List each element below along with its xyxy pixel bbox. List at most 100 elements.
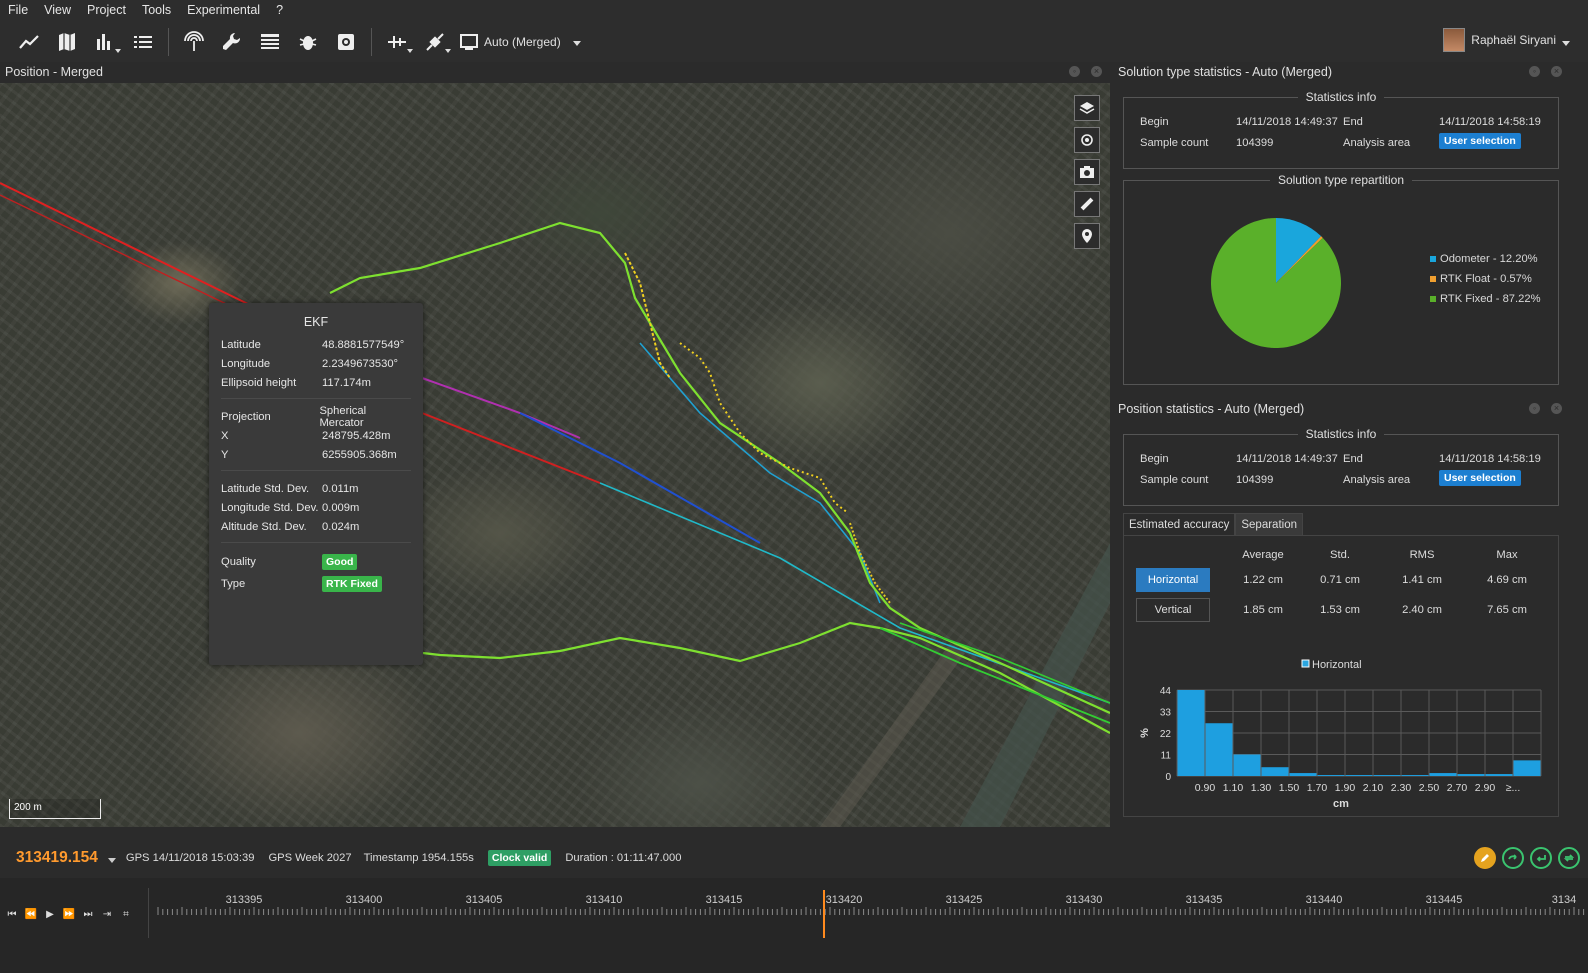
cell: 7.65 cm xyxy=(1487,604,1527,616)
label: Latitude Std. Dev. xyxy=(221,482,310,495)
x-tick-label: 1.90 xyxy=(1335,782,1356,794)
histogram-bar xyxy=(1429,773,1457,776)
play-icon[interactable]: ▶ xyxy=(46,908,54,920)
satellite-icon[interactable] xyxy=(416,25,454,59)
map-scale: 200 m xyxy=(9,799,101,819)
close-icon[interactable]: × xyxy=(1551,403,1562,414)
float-icon[interactable]: ◦ xyxy=(1069,66,1080,77)
y-tick-label: 22 xyxy=(1160,729,1172,740)
area-label: Analysis area xyxy=(1343,474,1411,486)
menu-bar: File View Project Tools Experimental ? xyxy=(0,0,1588,21)
timeline[interactable]: ⏮ ⏪ ▶ ⏩ ⏭ ⇥ ⌗ 313395 313400 313405 313410 31… xyxy=(0,878,1588,973)
menu-tools[interactable]: Tools xyxy=(141,3,172,17)
menu-experimental[interactable]: Experimental xyxy=(187,3,261,17)
ruler-icon[interactable] xyxy=(1074,191,1100,217)
map-view[interactable]: 200 m EKF Latitude 48.8881577549° Longitu… xyxy=(0,83,1110,827)
pin-icon[interactable] xyxy=(1074,223,1100,249)
playback-controls: ⏮ ⏪ ▶ ⏩ ⏭ ⇥ ⌗ xyxy=(4,906,134,922)
wrench-icon[interactable] xyxy=(213,25,251,59)
menu-project[interactable]: Project xyxy=(87,3,126,17)
quality-badge: Good xyxy=(322,554,358,570)
analysis-area-badge[interactable]: User selection xyxy=(1439,470,1521,486)
source-selector[interactable]: Auto (Merged) xyxy=(460,33,581,51)
bug-icon[interactable] xyxy=(289,25,327,59)
bar-chart-icon[interactable] xyxy=(86,25,124,59)
settings-icon[interactable] xyxy=(327,25,365,59)
tab-estimated-accuracy[interactable]: Estimated accuracy xyxy=(1123,513,1236,535)
begin-label: Begin xyxy=(1140,453,1169,465)
position-panel-header: Position statistics - Auto (Merged) ◦ × xyxy=(1113,399,1588,419)
vertical-button[interactable]: Vertical xyxy=(1136,598,1210,622)
y-axis-label: % xyxy=(1139,728,1151,738)
trajectory-layer xyxy=(0,182,1110,827)
solution-panel-header: Solution type statistics - Auto (Merged)… xyxy=(1113,62,1588,82)
histogram-bar xyxy=(1177,690,1205,776)
pencil-icon[interactable] xyxy=(1474,847,1496,869)
label: Longitude xyxy=(221,357,271,370)
skip-start-icon[interactable]: ⏮ xyxy=(7,908,17,920)
label: Quality xyxy=(221,556,256,568)
ekf-projection-group: Projection Spherical Mercator X 248795.428… xyxy=(221,405,411,471)
table-icon[interactable] xyxy=(251,25,289,59)
toolbar: Auto (Merged) xyxy=(0,21,1588,62)
menu-view[interactable]: View xyxy=(44,3,72,17)
skip-end-icon[interactable]: ⏭ xyxy=(83,908,93,920)
user-menu[interactable]: Raphaël Siryani xyxy=(1443,28,1570,52)
current-time[interactable]: 313419.154 xyxy=(16,849,98,866)
histogram-bar xyxy=(1485,774,1513,776)
close-icon[interactable]: × xyxy=(1091,66,1102,77)
solution-stats-info: Statistics info Begin 14/11/2018 14:49:3… xyxy=(1123,90,1559,169)
col-rms: RMS xyxy=(1409,549,1435,561)
ekf-y: 6255905.368m xyxy=(322,448,397,461)
solution-panel-title: Solution type statistics - Auto (Merged) xyxy=(1118,65,1332,79)
horizontal-button[interactable]: Horizontal xyxy=(1136,568,1210,592)
close-icon[interactable]: × xyxy=(1551,66,1562,77)
map-icon[interactable] xyxy=(48,25,86,59)
locate-icon[interactable] xyxy=(1074,127,1100,153)
align-icon[interactable] xyxy=(378,25,416,59)
tab-separation[interactable]: Separation xyxy=(1235,513,1303,535)
float-icon[interactable]: ◦ xyxy=(1529,66,1540,77)
layers-icon[interactable] xyxy=(1074,95,1100,121)
crop-icon[interactable]: ⌗ xyxy=(123,908,129,920)
analysis-area-badge[interactable]: User selection xyxy=(1439,133,1521,149)
row-vertical: Vertical xyxy=(1136,598,1210,622)
timeline-label: 3134 xyxy=(1552,894,1576,906)
chevron-down-icon[interactable] xyxy=(107,857,116,863)
cell: 1.22 cm xyxy=(1243,574,1283,586)
forward-icon[interactable] xyxy=(1502,847,1524,869)
label: Latitude xyxy=(221,338,261,351)
x-tick-label: 2.30 xyxy=(1391,782,1412,794)
list-icon[interactable] xyxy=(124,25,162,59)
gps-time: GPS 14/11/2018 15:03:39 xyxy=(125,852,255,864)
menu-help[interactable]: ? xyxy=(276,3,284,17)
sync-icon[interactable] xyxy=(1558,847,1580,869)
float-icon[interactable]: ◦ xyxy=(1529,403,1540,414)
cell: 2.40 cm xyxy=(1402,604,1442,616)
ekf-lat-std: 0.011m xyxy=(322,482,359,495)
position-panel: Statistics info Begin 14/11/2018 14:49:3… xyxy=(1113,420,1588,822)
line-chart-icon[interactable] xyxy=(10,25,48,59)
antenna-icon[interactable] xyxy=(175,25,213,59)
legend-item: RTK Fixed - 87.22% xyxy=(1430,289,1541,309)
camera-icon[interactable] xyxy=(1074,159,1100,185)
y-tick-label: 0 xyxy=(1165,772,1171,783)
histogram-bar xyxy=(1233,754,1261,776)
timeline-label: 313415 xyxy=(706,894,743,906)
label: Longitude Std. Dev. xyxy=(221,501,319,514)
return-icon[interactable] xyxy=(1530,847,1552,869)
timeline-label: 313395 xyxy=(226,894,263,906)
menu-file[interactable]: File xyxy=(8,3,29,17)
x-tick-label: 2.70 xyxy=(1447,782,1468,794)
label: Altitude Std. Dev. xyxy=(221,520,307,533)
fast-forward-icon[interactable]: ⏩ xyxy=(62,908,76,920)
rewind-icon[interactable]: ⏪ xyxy=(24,908,38,920)
timeline-ruler[interactable]: 313395 313400 313405 313410 313415 313420 3134… xyxy=(150,878,1588,973)
y-tick-label: 11 xyxy=(1161,751,1172,762)
position-panel-title: Position statistics - Auto (Merged) xyxy=(1118,402,1305,416)
x-axis-label: cm xyxy=(1333,798,1349,810)
histogram-bar xyxy=(1457,774,1485,776)
jump-icon[interactable]: ⇥ xyxy=(102,908,112,920)
ekf-lon-std: 0.009m xyxy=(322,501,360,514)
ekf-std-group: Latitude Std. Dev. 0.011m Longitude Std. … xyxy=(221,479,411,543)
